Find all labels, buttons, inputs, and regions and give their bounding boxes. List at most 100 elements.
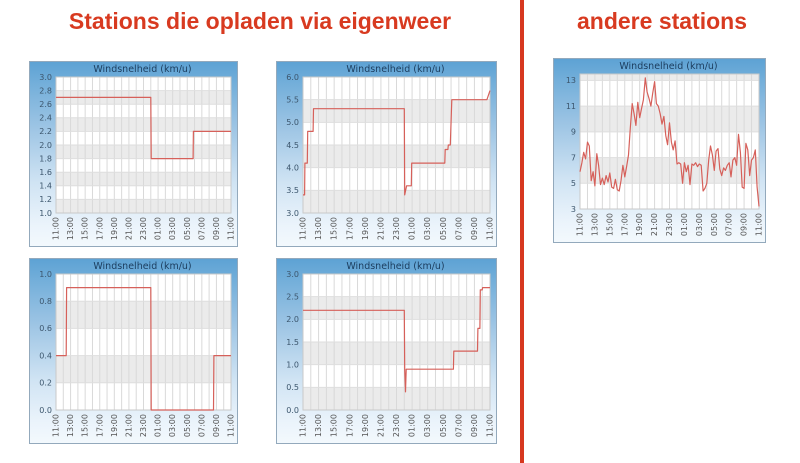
- svg-text:21:00: 21:00: [124, 414, 133, 437]
- section-title-eigenweer: Stations die opladen via eigenweer: [68, 8, 452, 34]
- svg-text:01:00: 01:00: [154, 217, 163, 240]
- svg-text:11:00: 11:00: [227, 414, 236, 437]
- svg-text:0.4: 0.4: [39, 351, 52, 360]
- svg-text:01:00: 01:00: [680, 213, 689, 236]
- svg-text:5.5: 5.5: [286, 95, 299, 104]
- svg-text:01:00: 01:00: [154, 414, 163, 437]
- svg-text:2.8: 2.8: [39, 86, 52, 95]
- chart-title: Windsnelheid (km/u): [619, 61, 718, 72]
- svg-text:13:00: 13:00: [66, 217, 75, 240]
- wind-chart-andere-1: 13 11 9 7 5 3 11:00 13:00 15:00 17:00 19:00 21:00 23…: [553, 58, 766, 243]
- svg-text:13:00: 13:00: [590, 213, 599, 236]
- svg-text:0.5: 0.5: [286, 383, 299, 392]
- svg-text:11:00: 11:00: [576, 213, 585, 236]
- svg-text:03:00: 03:00: [168, 414, 177, 437]
- wind-chart-eigenweer-4: 3.0 2.5 2.0 1.5 1.0 0.5 0.0 11:00 13:00 15:00 17:0…: [276, 258, 497, 444]
- wind-chart-plot: 3.02.52.01.51.00.50.011:00 13:00 15:00 17:0…: [286, 270, 495, 437]
- svg-text:0.0: 0.0: [39, 406, 52, 415]
- svg-text:03:00: 03:00: [423, 414, 432, 437]
- svg-text:15:00: 15:00: [330, 414, 339, 437]
- svg-text:15:00: 15:00: [81, 414, 90, 437]
- svg-text:11:00: 11:00: [52, 217, 61, 240]
- svg-text:11:00: 11:00: [755, 213, 764, 236]
- wind-chart-plot: 3.02.82.62.42.22.01.81.61.41.21.011:00 13…: [39, 73, 236, 240]
- svg-text:3.0: 3.0: [286, 209, 299, 218]
- svg-text:0.6: 0.6: [39, 324, 52, 333]
- svg-text:23:00: 23:00: [139, 414, 148, 437]
- svg-text:1.0: 1.0: [286, 360, 299, 369]
- svg-text:3.0: 3.0: [39, 73, 52, 82]
- section-divider-line: [520, 0, 524, 463]
- svg-text:07:00: 07:00: [197, 414, 206, 437]
- svg-text:11:00: 11:00: [299, 414, 308, 437]
- svg-text:23:00: 23:00: [392, 217, 401, 240]
- svg-text:13: 13: [566, 76, 576, 85]
- svg-text:1.5: 1.5: [286, 338, 299, 347]
- svg-text:1.2: 1.2: [39, 195, 52, 204]
- svg-text:11:00: 11:00: [227, 217, 236, 240]
- svg-text:1.4: 1.4: [39, 182, 52, 191]
- svg-text:05:00: 05:00: [183, 217, 192, 240]
- svg-text:17:00: 17:00: [345, 217, 354, 240]
- svg-text:03:00: 03:00: [695, 213, 704, 236]
- svg-text:09:00: 09:00: [740, 213, 749, 236]
- svg-text:11:00: 11:00: [486, 414, 495, 437]
- svg-text:07:00: 07:00: [197, 217, 206, 240]
- svg-text:17:00: 17:00: [95, 414, 104, 437]
- svg-text:1.8: 1.8: [39, 154, 52, 163]
- wind-chart-eigenweer-1: 3.0 2.8 2.6 2.4 2.2 2.0 1.8 1.6 1.4 1.2 1.0 11:00 13…: [29, 61, 238, 247]
- svg-text:01:00: 01:00: [408, 414, 417, 437]
- svg-text:03:00: 03:00: [423, 217, 432, 240]
- svg-text:17:00: 17:00: [345, 414, 354, 437]
- svg-text:21:00: 21:00: [650, 213, 659, 236]
- wind-chart-eigenweer-3: 1.0 0.8 0.6 0.4 0.2 0.0 11:00 13:00 15:00 17:00 19…: [29, 258, 238, 444]
- svg-text:17:00: 17:00: [620, 213, 629, 236]
- svg-text:0.8: 0.8: [39, 297, 52, 306]
- svg-text:15:00: 15:00: [81, 217, 90, 240]
- svg-text:3: 3: [571, 205, 576, 214]
- chart-title: Windsnelheid (km/u): [346, 64, 445, 75]
- svg-text:11:00: 11:00: [299, 217, 308, 240]
- svg-text:1.0: 1.0: [39, 270, 52, 279]
- wind-chart-plot: 1.00.80.60.40.20.011:00 13:00 15:00 17:00 19…: [39, 270, 236, 437]
- svg-text:07:00: 07:00: [725, 213, 734, 236]
- svg-text:05:00: 05:00: [439, 217, 448, 240]
- svg-text:21:00: 21:00: [376, 414, 385, 437]
- svg-text:19:00: 19:00: [361, 414, 370, 437]
- svg-text:11: 11: [566, 102, 576, 111]
- wind-chart-eigenweer-2: 6.0 5.5 5.0 4.5 4.0 3.5 3.0 11:00 13:00 15:00 17:0…: [276, 61, 497, 247]
- svg-text:2.2: 2.2: [39, 127, 52, 136]
- svg-text:1.0: 1.0: [39, 209, 52, 218]
- svg-text:15:00: 15:00: [605, 213, 614, 236]
- chart-title: Windsnelheid (km/u): [93, 261, 192, 272]
- svg-text:0.2: 0.2: [39, 379, 52, 388]
- svg-text:15:00: 15:00: [330, 217, 339, 240]
- svg-text:17:00: 17:00: [95, 217, 104, 240]
- svg-text:19:00: 19:00: [361, 217, 370, 240]
- svg-text:6.0: 6.0: [286, 73, 299, 82]
- svg-text:2.6: 2.6: [39, 100, 52, 109]
- svg-text:09:00: 09:00: [212, 414, 221, 437]
- svg-text:19:00: 19:00: [635, 213, 644, 236]
- svg-text:2.0: 2.0: [39, 141, 52, 150]
- svg-text:5: 5: [571, 179, 576, 188]
- svg-text:2.0: 2.0: [286, 315, 299, 324]
- svg-text:07:00: 07:00: [454, 414, 463, 437]
- svg-text:0.0: 0.0: [286, 406, 299, 415]
- svg-text:21:00: 21:00: [124, 217, 133, 240]
- svg-text:19:00: 19:00: [110, 414, 119, 437]
- svg-text:3.5: 3.5: [286, 186, 299, 195]
- svg-text:11:00: 11:00: [52, 414, 61, 437]
- svg-text:3.0: 3.0: [286, 270, 299, 279]
- chart-title: Windsnelheid (km/u): [93, 64, 192, 75]
- svg-text:05:00: 05:00: [439, 414, 448, 437]
- svg-text:2.4: 2.4: [39, 114, 52, 123]
- svg-text:5.0: 5.0: [286, 118, 299, 127]
- svg-text:11:00: 11:00: [486, 217, 495, 240]
- svg-text:7: 7: [571, 153, 576, 162]
- svg-text:2.5: 2.5: [286, 292, 299, 301]
- svg-text:23:00: 23:00: [665, 213, 674, 236]
- svg-text:9: 9: [571, 128, 576, 137]
- svg-text:05:00: 05:00: [710, 213, 719, 236]
